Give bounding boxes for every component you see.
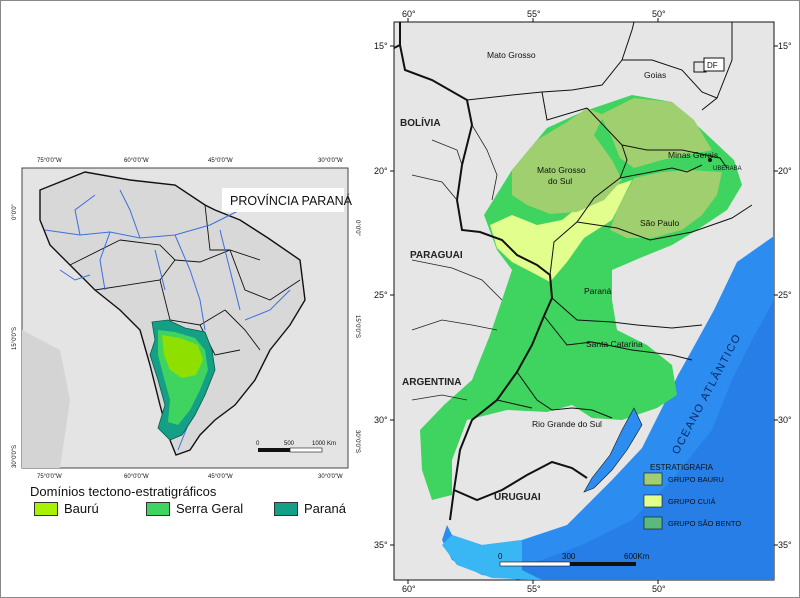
andes-relief [22, 330, 70, 468]
state-borders [466, 21, 753, 419]
lon-tick: 75°0'0"W [37, 474, 62, 480]
lon-tick: 30°0'0"W [318, 158, 343, 164]
bauru-area-sp [610, 170, 722, 238]
legend-label-baur: Baurú [64, 501, 99, 516]
lat-tick: 35° [778, 540, 792, 550]
inset-scale-label: 500 [284, 441, 295, 447]
legend-swatch-serra-geral [146, 502, 170, 516]
lon-tick: 55° [527, 9, 541, 19]
label-df: DF [707, 61, 718, 70]
main-lat-ticks-right: 15° 20° 25° 30° 35° [778, 41, 792, 550]
lat-tick: 0°0'0" [12, 204, 18, 220]
main-lat-ticks-left: 15° 20° 25° 30° 35° [374, 41, 388, 550]
label-sao-paulo: São Paulo [640, 218, 679, 228]
strat-swatch-bauru [643, 472, 663, 486]
label-minas-gerais: Minas Gerais [668, 150, 718, 160]
lat-tick: 15° [778, 41, 792, 51]
label-bolivia: BOLÍVIA [400, 116, 441, 129]
ocean-deep [502, 300, 774, 580]
label-argentina: ARGENTINA [402, 377, 461, 388]
inset-title-box [222, 188, 344, 212]
domain-legend: Domínios tectono-estratigráficos [0, 484, 370, 534]
uberaba-dot [708, 158, 712, 162]
legend-label-serra-geral: Serra Geral [176, 501, 244, 516]
lon-tick: 55° [527, 584, 541, 594]
lon-tick: 75°0'0"W [37, 158, 62, 164]
lat-tick: 30° [778, 415, 792, 425]
label-paraguai: PARAGUAI [410, 250, 463, 261]
lon-tick: 60°0'0"W [124, 158, 149, 164]
bauru-domain [162, 335, 203, 378]
inset-scale-label: 0 [256, 441, 260, 447]
lat-tick: 20° [778, 166, 792, 176]
strat-title: ESTRATIGRAFIA [650, 463, 714, 472]
lon-tick: 60° [402, 584, 416, 594]
legend-swatch-parana [274, 502, 298, 516]
inset-lon-ticks-top: 75°0'0"W 60°0'0"W 45°0'0"W 30°0'0"W [37, 158, 343, 164]
lon-tick: 30°0'0"W [318, 474, 343, 480]
legend-swatch-baur [34, 502, 58, 516]
lon-tick: 45°0'0"W [208, 474, 233, 480]
international-borders [393, 22, 588, 521]
inset-lat-ticks-right: 0°0'0" 15°0'0"S 30°0'0"S [354, 220, 360, 453]
lat-tick: 15°0'0"S [354, 315, 360, 338]
main-scale-label: 0 [498, 552, 503, 561]
main-scale-label: 300 [562, 552, 576, 561]
label-goias: Goias [644, 70, 666, 80]
strat-swatch-sao-bento [643, 516, 663, 530]
lon-tick: 60° [402, 9, 416, 19]
legend-label-parana: Paraná [304, 501, 346, 516]
label-mato-grosso-do-sul-2: do Sul [548, 176, 572, 186]
lat-tick: 0°0'0" [354, 220, 360, 236]
lon-tick: 45°0'0"W [208, 158, 233, 164]
inset-lon-ticks-bottom: 75°0'0"W 60°0'0"W 45°0'0"W 30°0'0"W [37, 474, 343, 480]
lat-tick: 15°0'0"S [12, 327, 18, 350]
strat-label-bauru: GRUPO BAURU [668, 475, 724, 484]
label-santa-catarina: Santa Catarina [586, 339, 643, 349]
inset-lat-ticks-left: 0°0'0" 15°0'0"S 30°0'0"S [12, 204, 18, 468]
lat-tick: 30°0'0"S [12, 445, 18, 468]
main-map-svg: DF UBERABA Mato Grosso Goias BOLÍVIA Min… [374, 9, 792, 594]
lon-tick: 60°0'0"W [124, 474, 149, 480]
stratigraphy-legend: ESTRATIGRAFIA GRUPO BAURU GRUPO CUIÁ GRU… [643, 463, 741, 530]
lat-tick: 25° [374, 290, 388, 300]
lon-tick: 50° [652, 9, 666, 19]
strat-label-sao-bento: GRUPO SÃO BENTO [668, 519, 741, 528]
lat-tick: 25° [778, 290, 792, 300]
inset-scale-bar: 0 500 1000 Km [256, 441, 336, 453]
label-rio-grande-do-sul: Rio Grande do Sul [532, 419, 602, 429]
main-map: DF UBERABA Mato Grosso Goias BOLÍVIA Min… [372, 0, 800, 598]
caiua-area [490, 180, 632, 282]
lat-tick: 15° [374, 41, 388, 51]
inset-map: PROVÍNCIA PARANÁ 0 500 1000 Km 75°0'0"W … [0, 150, 370, 490]
label-parana: Paraná [584, 286, 612, 296]
inset-map-svg: PROVÍNCIA PARANÁ 0 500 1000 Km 75°0'0"W … [12, 158, 360, 480]
river-plate-estuary [442, 535, 542, 580]
lat-tick: 30° [374, 415, 388, 425]
df-box [703, 57, 725, 72]
main-scale-label: 600Km [624, 552, 650, 561]
label-uberaba: UBERABA [713, 166, 742, 172]
label-mato-grosso-do-sul-1: Mato Grosso [537, 165, 586, 175]
strat-label-caiua: GRUPO CUIÁ [668, 497, 716, 506]
strat-swatch-caiua [643, 494, 663, 508]
main-lon-ticks-bottom: 60° 55° 50° [402, 584, 666, 594]
lat-tick: 35° [374, 540, 388, 550]
main-scale-bar: 0 300 600Km [498, 552, 650, 567]
legend-items: Baurú Serra Geral Paraná [34, 500, 364, 520]
lon-tick: 50° [652, 584, 666, 594]
label-uruguai: URUGUAI [494, 492, 541, 503]
main-lon-ticks-top: 60° 55° 50° [402, 9, 666, 19]
lat-tick: 30°0'0"S [354, 430, 360, 453]
inset-scale-label: 1000 Km [312, 441, 336, 447]
lagoa-dos-patos [583, 407, 643, 493]
legend-title: Domínios tectono-estratigráficos [30, 484, 217, 499]
label-mato-grosso: Mato Grosso [487, 50, 536, 60]
bauru-area-ms [512, 108, 622, 214]
lat-tick: 20° [374, 166, 388, 176]
tick-marks [390, 18, 778, 584]
inset-title: PROVÍNCIA PARANÁ [230, 193, 353, 208]
rivers [411, 124, 503, 401]
